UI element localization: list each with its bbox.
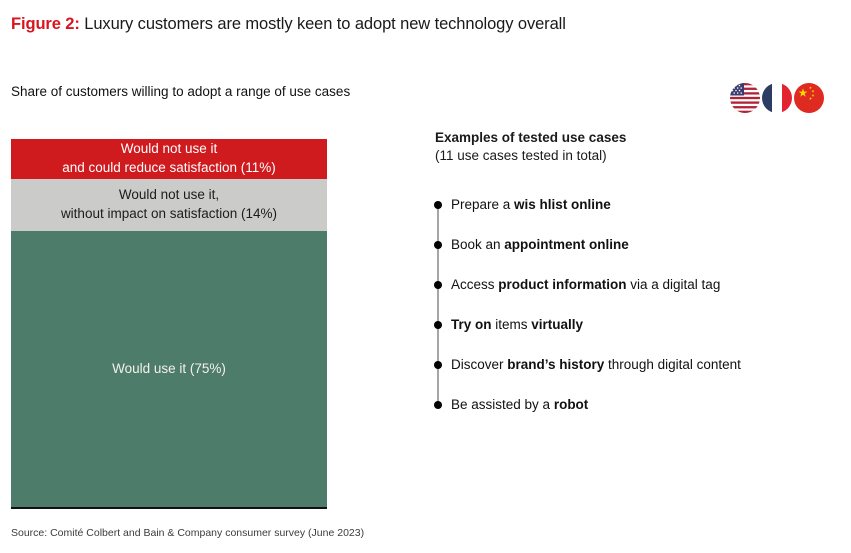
stacked-bar-chart: Would not use it and could reduce satisfa… — [11, 139, 327, 509]
figure-label: Figure 2: — [11, 15, 80, 33]
bar-segment-label-line: Would use it (75%) — [112, 360, 226, 376]
bar-segment-label-line: without impact on satisfaction (14%) — [60, 206, 278, 222]
china-flag-icon — [794, 83, 824, 113]
use-case-item: Be assisted by a robot — [433, 395, 751, 414]
france-flag-icon — [762, 83, 792, 113]
use-case-list-wrap: Prepare a wis hlist online Book an appoin… — [433, 195, 763, 414]
figure-title-text: Luxury customers are mostly keen to adop… — [79, 15, 566, 33]
bar-segment-label-line: and could reduce satisfaction (11%) — [62, 160, 276, 176]
bullet-connector-line — [437, 204, 439, 404]
use-case-list: Prepare a wis hlist online Book an appoin… — [433, 195, 751, 414]
figure-title: Figure 2: Luxury customers are mostly ke… — [11, 15, 566, 34]
use-cases-panel: Examples of tested use cases (11 use cas… — [433, 129, 763, 414]
chart-subtitle: Share of customers willing to adopt a ra… — [11, 84, 351, 99]
country-flags — [730, 83, 824, 113]
use-cases-heading: Examples of tested use cases — [435, 130, 627, 145]
use-case-item: Book an appointment online — [433, 235, 751, 254]
us-flag-icon — [730, 83, 760, 113]
bar-segment-would-use: Would use it (75%) — [11, 231, 327, 507]
use-case-item: Try on items virtually — [433, 315, 751, 334]
bar-segment-label-line: Would not use it, — [118, 187, 220, 203]
use-case-item: Access product information via a digital… — [433, 275, 751, 294]
use-case-item: Discover brand’s history through digital… — [433, 355, 751, 374]
use-case-item: Prepare a wis hlist online — [433, 195, 751, 214]
use-cases-subheading: (11 use cases tested in total) — [435, 148, 607, 163]
bar-segment-label-line: Would not use it — [120, 141, 218, 157]
bar-segment-would-not-use-no-impact: Would not use it, without impact on satis… — [11, 179, 327, 231]
bar-segment-would-not-use-reduce-satisfaction: Would not use it and could reduce satisfa… — [11, 139, 327, 180]
source-note: Source: Comité Colbert and Bain & Compan… — [11, 527, 365, 539]
